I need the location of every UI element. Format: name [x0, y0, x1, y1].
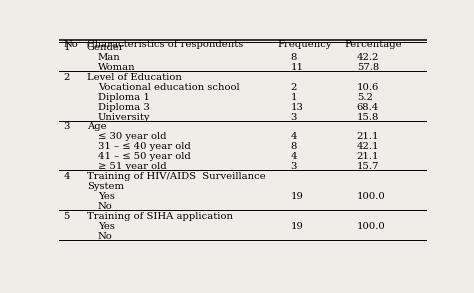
Text: 68.4: 68.4 [357, 103, 379, 112]
Text: Age: Age [87, 122, 107, 132]
Text: 31 – ≤ 40 year old: 31 – ≤ 40 year old [98, 142, 191, 151]
Text: 41 – ≤ 50 year old: 41 – ≤ 50 year old [98, 152, 191, 161]
Text: 15.7: 15.7 [357, 162, 379, 171]
Text: Training of HIV/AIDS  Surveillance: Training of HIV/AIDS Surveillance [87, 172, 265, 181]
Text: 1: 1 [291, 93, 297, 102]
Text: ≥ 51 year old: ≥ 51 year old [98, 162, 166, 171]
Text: Gender: Gender [87, 43, 125, 52]
Text: 11: 11 [291, 63, 304, 72]
Text: Yes: Yes [98, 192, 115, 201]
Text: Diploma 3: Diploma 3 [98, 103, 150, 112]
Text: 4: 4 [64, 172, 70, 181]
Text: ≤ 30 year old: ≤ 30 year old [98, 132, 166, 142]
Text: Frequency: Frequency [278, 40, 332, 49]
Text: 2: 2 [291, 83, 297, 92]
Text: 5: 5 [64, 212, 70, 221]
Text: System: System [87, 182, 124, 191]
Text: 21.1: 21.1 [357, 152, 379, 161]
Text: 4: 4 [291, 152, 297, 161]
Text: University: University [98, 113, 150, 122]
Text: 3: 3 [291, 113, 297, 122]
Text: 100.0: 100.0 [357, 222, 385, 231]
Text: 1: 1 [64, 43, 70, 52]
Text: 3: 3 [291, 162, 297, 171]
Text: Yes: Yes [98, 222, 115, 231]
Text: 2: 2 [64, 73, 70, 82]
Text: 8: 8 [291, 53, 297, 62]
Text: 10.6: 10.6 [357, 83, 379, 92]
Text: Level of Education: Level of Education [87, 73, 182, 82]
Text: Training of SIHA application: Training of SIHA application [87, 212, 233, 221]
Text: 100.0: 100.0 [357, 192, 385, 201]
Text: 21.1: 21.1 [357, 132, 379, 142]
Text: Characteristics of respondents: Characteristics of respondents [87, 40, 243, 49]
Text: No: No [98, 202, 112, 211]
Text: 13: 13 [291, 103, 303, 112]
Text: 42.2: 42.2 [357, 53, 379, 62]
Text: 57.8: 57.8 [357, 63, 379, 72]
Text: Man: Man [98, 53, 120, 62]
Text: 3: 3 [64, 122, 70, 132]
Text: Diploma 1: Diploma 1 [98, 93, 150, 102]
Text: No: No [64, 40, 78, 49]
Text: Woman: Woman [98, 63, 136, 72]
Text: Vocational education school: Vocational education school [98, 83, 239, 92]
Text: 15.8: 15.8 [357, 113, 379, 122]
Text: 19: 19 [291, 222, 303, 231]
Text: Percentage: Percentage [344, 40, 401, 49]
Text: 5.2: 5.2 [357, 93, 373, 102]
Text: 19: 19 [291, 192, 303, 201]
Text: No: No [98, 232, 112, 241]
Text: 8: 8 [291, 142, 297, 151]
Text: 42.1: 42.1 [357, 142, 379, 151]
Text: 4: 4 [291, 132, 297, 142]
